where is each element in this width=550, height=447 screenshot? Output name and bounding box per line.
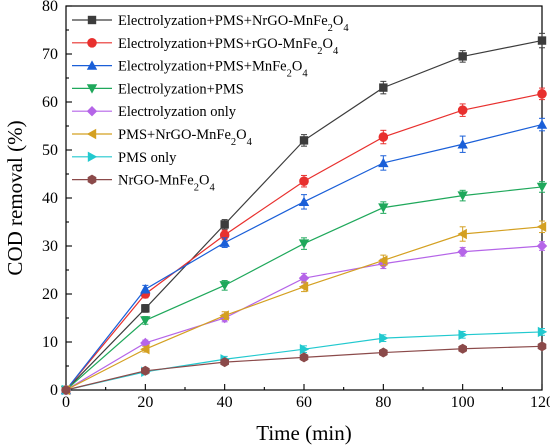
data-point	[219, 237, 230, 247]
legend-marker	[86, 60, 98, 70]
data-point	[378, 255, 388, 266]
data-point	[536, 221, 547, 232]
data-point	[140, 344, 150, 355]
data-point	[379, 83, 388, 92]
data-point	[378, 157, 389, 168]
legend-label: Electrolyzation+PMS	[118, 81, 244, 97]
data-point	[141, 304, 150, 313]
data-point	[536, 182, 548, 193]
data-point	[299, 352, 309, 363]
legend-entry: Electrolyzation+PMS+NrGO-MnFe2O4	[72, 13, 349, 34]
legend-entry: Electrolyzation+PMS	[72, 81, 244, 97]
legend-label: PMS only	[118, 150, 177, 166]
legend-marker	[87, 38, 97, 48]
y-tick-label: 30	[42, 238, 58, 255]
series-3	[60, 117, 548, 395]
data-point	[457, 191, 468, 201]
series-6	[60, 220, 547, 396]
data-point	[458, 52, 467, 61]
data-point	[457, 246, 468, 257]
y-tick-label: 70	[42, 46, 58, 63]
data-point	[299, 176, 309, 186]
data-point	[298, 196, 310, 207]
data-point	[537, 89, 547, 99]
series-5	[60, 240, 548, 396]
series-8	[61, 341, 547, 395]
axes: 0 20 40 60 80 100 120 0 10 20 30 40 50 60 70 80	[42, 0, 550, 411]
data-point	[379, 332, 389, 344]
x-tick-label: 100	[451, 394, 475, 411]
data-point	[457, 139, 468, 149]
legend-entry: Electrolyzation+PMS+MnFe2O4	[72, 59, 308, 80]
data-point	[458, 329, 468, 340]
x-tick-label: 40	[217, 394, 233, 411]
data-point	[537, 326, 548, 338]
data-point	[298, 272, 310, 284]
y-tick-label: 20	[42, 286, 58, 303]
data-point	[379, 347, 388, 358]
legend-marker	[87, 174, 97, 185]
data-point	[219, 281, 230, 291]
y-tick-label: 10	[42, 334, 58, 351]
legend-marker	[87, 151, 98, 162]
data-point	[219, 310, 229, 321]
legend-label: NrGO-MnFe2O4	[118, 173, 215, 194]
x-tick-label: 0	[62, 394, 70, 411]
legend-label: PMS+NrGO-MnFe2O4	[118, 127, 253, 148]
legend-marker	[86, 84, 98, 94]
x-tick-label: 80	[375, 394, 391, 411]
data-point	[299, 136, 309, 145]
data-point	[299, 344, 310, 355]
x-tick-label: 20	[137, 394, 153, 411]
data-point	[140, 284, 151, 294]
data-point	[537, 36, 547, 45]
data-point	[220, 357, 229, 368]
y-tick-label: 40	[42, 190, 58, 207]
y-axis-title: COD removal (%)	[3, 120, 27, 275]
x-axis-title: Time (min)	[256, 421, 351, 445]
data-point	[298, 239, 310, 249]
legend-marker	[86, 128, 97, 140]
data-point	[457, 228, 467, 240]
data-point	[298, 281, 309, 292]
data-point	[61, 385, 71, 395]
legend-entry: NrGO-MnFe2O4	[72, 173, 215, 194]
legend-label: Electrolyzation+PMS+NrGO-MnFe2O4	[118, 13, 349, 34]
x-tick-label: 60	[296, 394, 312, 411]
legend-entry: PMS only	[72, 150, 177, 166]
data-point	[536, 119, 548, 129]
data-point	[536, 240, 548, 252]
legend-label: Electrolyzation only	[118, 104, 237, 120]
legend-label: Electrolyzation+PMS+rGO-MnFe2O4	[118, 36, 339, 57]
y-tick-label: 0	[50, 382, 58, 399]
y-tick-label: 60	[42, 94, 58, 111]
data-point	[537, 341, 547, 352]
y-tick-label: 50	[42, 142, 58, 159]
legend-entry: Electrolyzation+PMS+rGO-MnFe2O4	[72, 36, 339, 57]
data-point	[378, 203, 389, 213]
legend-marker	[87, 15, 97, 25]
y-tick-label: 80	[42, 0, 58, 15]
data-point	[141, 365, 150, 376]
legend-label: Electrolyzation+PMS+MnFe2O4	[118, 59, 308, 80]
data-point	[378, 132, 389, 142]
legend-entry: PMS+NrGO-MnFe2O4	[72, 127, 253, 148]
legend-marker	[86, 106, 98, 117]
data-point	[457, 105, 468, 115]
data-point	[220, 220, 229, 229]
series-line	[65, 245, 543, 391]
data-point	[140, 316, 151, 326]
data-point	[458, 343, 467, 354]
legend-entry: Electrolyzation only	[72, 104, 237, 120]
x-tick-label: 120	[530, 394, 550, 411]
series-layer	[60, 32, 548, 396]
legend: Electrolyzation+PMS+NrGO-MnFe2O4Electrol…	[72, 13, 349, 193]
